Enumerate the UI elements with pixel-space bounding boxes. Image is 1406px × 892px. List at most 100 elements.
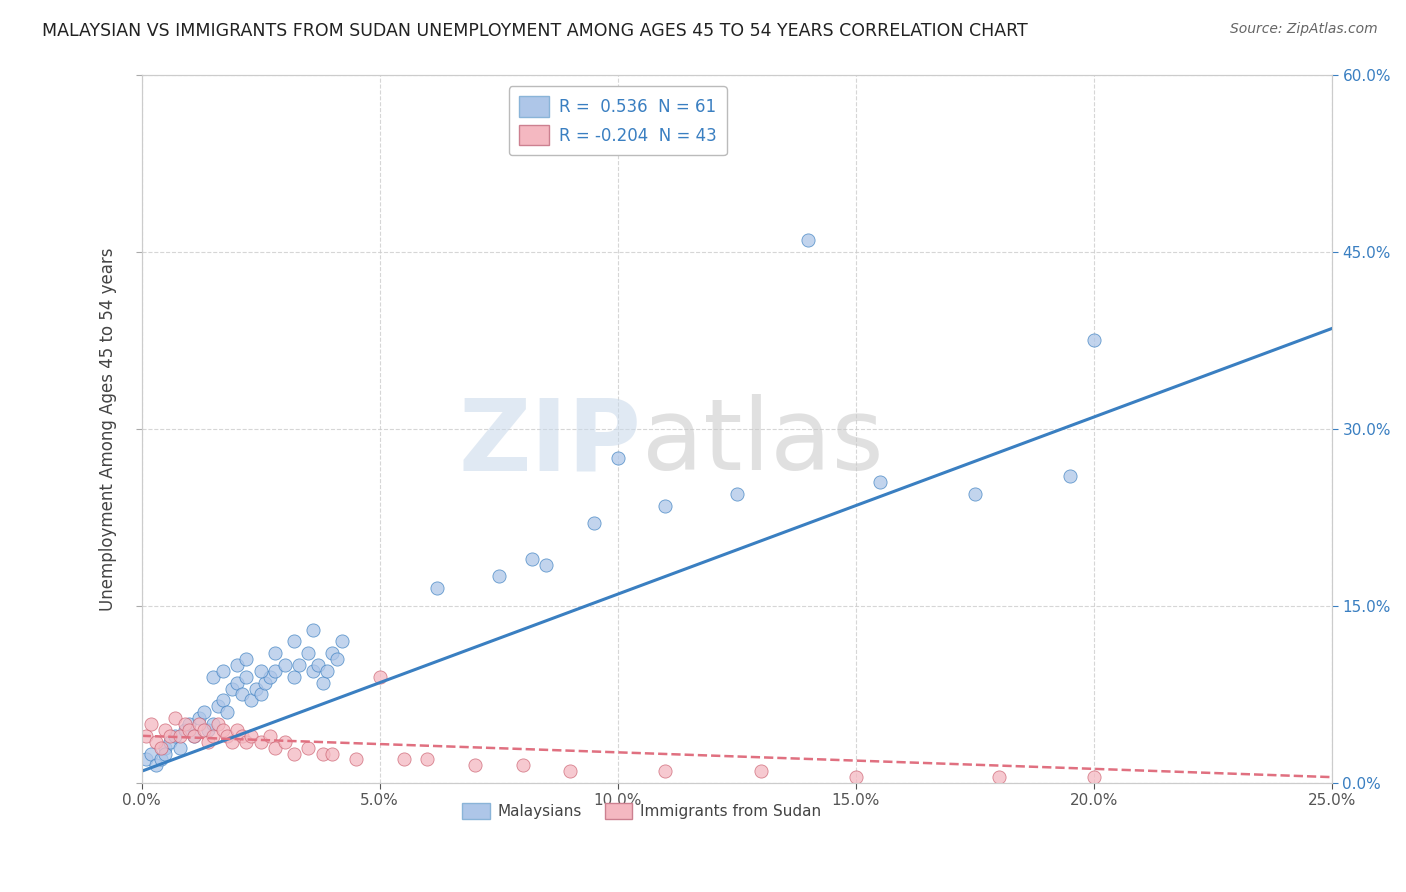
Point bbox=[235, 652, 257, 666]
Point bbox=[155, 740, 177, 755]
Point bbox=[311, 747, 333, 761]
Point bbox=[297, 646, 319, 660]
Point bbox=[197, 735, 219, 749]
Point bbox=[135, 729, 157, 743]
Point bbox=[149, 752, 172, 766]
Point bbox=[163, 729, 186, 743]
Point bbox=[311, 675, 333, 690]
Point bbox=[654, 499, 676, 513]
Point bbox=[520, 551, 543, 566]
Point bbox=[202, 670, 225, 684]
Point bbox=[221, 735, 243, 749]
Point bbox=[845, 770, 868, 784]
Point bbox=[464, 758, 486, 772]
Point bbox=[307, 657, 329, 672]
Point bbox=[963, 487, 986, 501]
Point bbox=[135, 752, 157, 766]
Point bbox=[302, 664, 325, 678]
Point bbox=[141, 717, 163, 731]
Point bbox=[512, 758, 534, 772]
Point bbox=[211, 723, 233, 737]
Point bbox=[145, 758, 167, 772]
Text: MALAYSIAN VS IMMIGRANTS FROM SUDAN UNEMPLOYMENT AMONG AGES 45 TO 54 YEARS CORREL: MALAYSIAN VS IMMIGRANTS FROM SUDAN UNEMP… bbox=[42, 22, 1028, 40]
Y-axis label: Unemployment Among Ages 45 to 54 years: Unemployment Among Ages 45 to 54 years bbox=[100, 247, 117, 610]
Point bbox=[368, 670, 391, 684]
Point bbox=[183, 729, 205, 743]
Point bbox=[159, 729, 181, 743]
Text: Source: ZipAtlas.com: Source: ZipAtlas.com bbox=[1230, 22, 1378, 37]
Point bbox=[321, 646, 343, 660]
Point bbox=[560, 764, 582, 779]
Point bbox=[249, 735, 271, 749]
Point bbox=[183, 729, 205, 743]
Point bbox=[169, 729, 191, 743]
Point bbox=[163, 711, 186, 725]
Point bbox=[169, 740, 191, 755]
Point bbox=[297, 740, 319, 755]
Point bbox=[249, 664, 271, 678]
Point bbox=[231, 688, 253, 702]
Legend: Malaysians, Immigrants from Sudan: Malaysians, Immigrants from Sudan bbox=[456, 797, 827, 825]
Point bbox=[273, 735, 295, 749]
Point bbox=[1083, 333, 1105, 347]
Point bbox=[245, 681, 267, 696]
Point bbox=[217, 729, 239, 743]
Point bbox=[155, 723, 177, 737]
Point bbox=[193, 705, 215, 719]
Point bbox=[283, 670, 305, 684]
Point bbox=[149, 740, 172, 755]
Point bbox=[326, 652, 349, 666]
Point bbox=[187, 717, 209, 731]
Point bbox=[155, 747, 177, 761]
Point bbox=[582, 516, 605, 531]
Point bbox=[231, 729, 253, 743]
Point bbox=[536, 558, 558, 572]
Point bbox=[749, 764, 772, 779]
Point bbox=[344, 752, 367, 766]
Point bbox=[316, 664, 339, 678]
Point bbox=[179, 717, 201, 731]
Text: atlas: atlas bbox=[641, 394, 883, 491]
Point bbox=[987, 770, 1010, 784]
Point bbox=[193, 723, 215, 737]
Point bbox=[606, 451, 628, 466]
Point bbox=[249, 688, 271, 702]
Point bbox=[179, 723, 201, 737]
Point bbox=[725, 487, 748, 501]
Point bbox=[797, 233, 820, 247]
Point bbox=[225, 675, 247, 690]
Point bbox=[273, 657, 295, 672]
Point bbox=[330, 634, 353, 648]
Point bbox=[869, 475, 891, 489]
Point bbox=[1083, 770, 1105, 784]
Point bbox=[211, 664, 233, 678]
Point bbox=[197, 723, 219, 737]
Point bbox=[211, 693, 233, 707]
Point bbox=[283, 747, 305, 761]
Point bbox=[221, 681, 243, 696]
Point bbox=[283, 634, 305, 648]
Point bbox=[264, 740, 287, 755]
Point bbox=[145, 735, 167, 749]
Point bbox=[202, 717, 225, 731]
Point bbox=[259, 670, 281, 684]
Point bbox=[240, 729, 263, 743]
Point bbox=[654, 764, 676, 779]
Point bbox=[240, 693, 263, 707]
Point bbox=[235, 735, 257, 749]
Point bbox=[141, 747, 163, 761]
Point bbox=[259, 729, 281, 743]
Point bbox=[225, 723, 247, 737]
Point bbox=[173, 723, 195, 737]
Point bbox=[225, 657, 247, 672]
Point bbox=[264, 646, 287, 660]
Point bbox=[217, 705, 239, 719]
Point bbox=[302, 623, 325, 637]
Point bbox=[207, 699, 229, 714]
Point bbox=[187, 711, 209, 725]
Point bbox=[288, 657, 311, 672]
Point bbox=[207, 717, 229, 731]
Point bbox=[264, 664, 287, 678]
Point bbox=[416, 752, 439, 766]
Point bbox=[173, 717, 195, 731]
